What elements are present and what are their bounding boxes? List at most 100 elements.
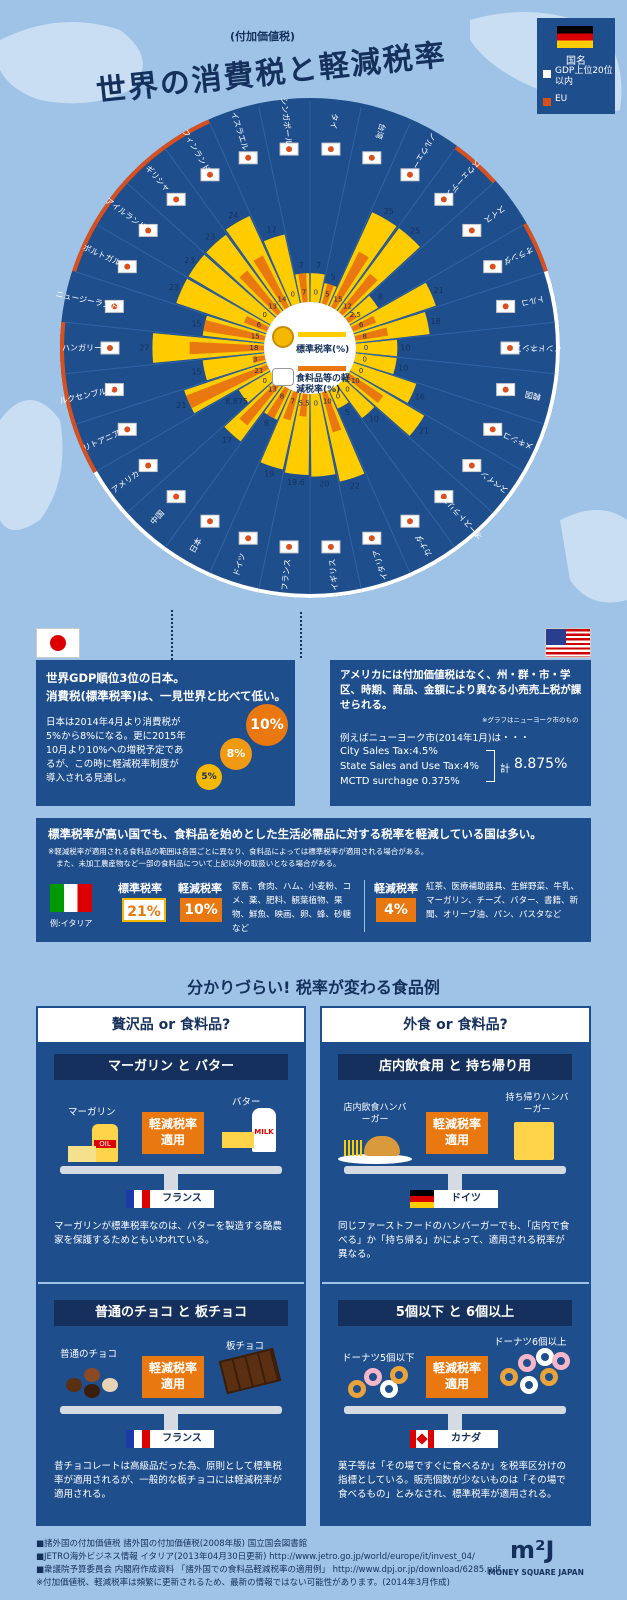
country-flag-mark: [207, 171, 213, 178]
japan-connector: [171, 610, 174, 660]
standard-bar: [310, 393, 336, 477]
sector-divider: [258, 107, 301, 304]
right-box2-scale: [344, 1406, 566, 1414]
country-flag-mark: [327, 543, 334, 550]
right-box1-left-label: 店内飲食ハンバーガー: [343, 1103, 407, 1125]
donuts-many-icon: [500, 1348, 570, 1398]
top20-ring-mark: [554, 321, 561, 375]
reduced-value-label: 5: [325, 291, 329, 299]
standard-value-label: 7: [316, 261, 321, 270]
sector-divider: [328, 123, 411, 307]
standard-bar: [355, 339, 398, 357]
standard-bar: [310, 273, 325, 303]
sources: ■諸外国の付加価値税 諸外国の付加価値税(2008年版) 国立国会図書館 ■JE…: [36, 1538, 501, 1590]
sector-divider: [65, 321, 265, 344]
left-box2-scale: [60, 1406, 282, 1414]
left-box1-scale: [60, 1166, 282, 1174]
standard-value-label: 10: [400, 344, 410, 353]
reduced-bar: [321, 283, 334, 306]
mid-headline: 標準税率が高い国でも、食料品を始めとした生活必需品に対する税率を軽減している国は…: [48, 827, 542, 841]
logo: m²J MONEY SQUARE JAPAN: [480, 1536, 592, 1584]
country-flag-mark: [489, 263, 496, 270]
eu-ring-mark: [72, 223, 97, 272]
right-box1-country: ドイツ: [434, 1190, 498, 1208]
japan-flag-icon: [36, 628, 80, 658]
top20-ring-mark: [258, 588, 310, 598]
japan-panel: 世界GDP順位3位の日本。 消費税(標準税率)は、一見世界と比べて低い。 日本は…: [36, 660, 295, 806]
reduced-value-label: 0: [364, 344, 368, 352]
standard-value-label: 8.875: [225, 397, 248, 406]
right-box2-title: 5個以下 と 6個以上: [338, 1300, 572, 1326]
standard-value-label: 7: [299, 261, 304, 270]
top20-ring-mark: [310, 588, 362, 598]
right-box1-desc: 同じファーストフードのハンバーガーでも、「店内で食べる」か「持ち帰る」かによって…: [338, 1221, 570, 1260]
top20-ring-mark: [361, 572, 412, 593]
std-rate-label: 標準税率: [118, 882, 162, 895]
reduced-bar: [321, 390, 342, 433]
standard-bar: [202, 353, 267, 381]
sector-divider: [353, 271, 545, 335]
country-flag-mark: [207, 518, 213, 525]
country-name-label: 韓国: [524, 389, 542, 402]
country-flag-mark: [327, 146, 334, 153]
eu-ring-mark: [60, 321, 66, 375]
reduced-bar: [266, 386, 290, 419]
standard-value-label: 16: [415, 392, 425, 401]
top20-ring-mark: [543, 373, 559, 426]
italy-flag-icon: [50, 884, 92, 912]
sector-divider: [209, 389, 292, 573]
reduced-value-label: 10: [323, 397, 332, 405]
standard-value-label: 17: [267, 225, 277, 234]
left-box1-title: マーガリン と バター: [54, 1054, 288, 1080]
reduced-bar: [330, 251, 369, 310]
reduced-value-label: 7: [302, 288, 306, 296]
country-flag-mark: [107, 345, 113, 351]
reduced-bar: [189, 341, 265, 355]
top20-ring-mark: [208, 572, 259, 593]
standard-value-label: 25: [384, 207, 394, 216]
reduced-rate-label-2: 軽減税率: [374, 882, 418, 895]
country-flag-mark: [173, 493, 180, 500]
reduced-bar: [350, 315, 377, 332]
standard-value-label: 21: [434, 286, 444, 295]
right-column-header: 外食 or 食料品?: [403, 1017, 508, 1033]
legend-eu-swatch: [543, 98, 551, 106]
eu-ring-mark: [61, 373, 77, 426]
radial-tax-chart: 88日本1713中国8.8750アメリカ2121リトアニア153ルクセンブルク2…: [55, 98, 562, 598]
milk-label: MILK: [254, 1128, 274, 1136]
eu-ring-mark: [163, 119, 210, 149]
takeout-bag-icon: [514, 1122, 554, 1160]
reduced-rate-label-1: 軽減税率: [178, 882, 222, 895]
top20-ring-mark: [410, 547, 457, 577]
margarine-icon: OIL: [68, 1124, 122, 1164]
hamburger-plate-icon: [338, 1132, 412, 1164]
reduced-rate-badge-1: 10%: [180, 898, 222, 922]
rate-8-badge: 8%: [220, 738, 252, 770]
usa-line-3: MCTD surchage 0.375%: [340, 776, 460, 787]
mid-note-1: ※軽減税率が適用される食料品の範囲は各国ごとに異なり、食料品によっては標準税率が…: [48, 847, 429, 856]
country-flag-mark: [440, 196, 447, 203]
country-flag-mark: [468, 227, 475, 234]
reduced-value-label: 12: [343, 302, 352, 310]
top20-ring-mark: [124, 512, 166, 551]
donuts-few-icon: [348, 1366, 408, 1404]
standard-value-label: 15: [191, 319, 201, 328]
reduced-value-label: 6: [359, 321, 364, 329]
rate-10-badge: 10%: [246, 704, 288, 746]
country-flag-mark: [502, 386, 509, 393]
standard-value-label: 19.6: [287, 478, 305, 487]
reduced-items-1: 家畜、食肉、ハム、小麦粉、コメ、薬、肥料、観葉植物、果物、鮮魚、映画、卵、蜂、砂…: [232, 882, 352, 934]
right-box1-right-label: 持ち帰りハンバーガー: [505, 1093, 569, 1115]
usa-note: ※グラフはニューヨーク市のもの: [482, 716, 579, 724]
reduced-bar: [239, 380, 282, 426]
country-flag-mark: [145, 462, 152, 469]
standard-bar: [353, 353, 397, 375]
reduced-value-label: 18: [250, 344, 259, 352]
top20-ring-mark: [492, 471, 527, 516]
sector-divider: [75, 361, 267, 425]
country-name-label: ハンガリー: [62, 343, 102, 353]
reduced-rate-badge-2: 4%: [376, 898, 416, 922]
top20-ring-mark: [163, 547, 210, 577]
legend-top20-label: GDP上位20位以内: [555, 66, 613, 87]
left-box1-center: 軽減税率適用: [142, 1112, 204, 1154]
